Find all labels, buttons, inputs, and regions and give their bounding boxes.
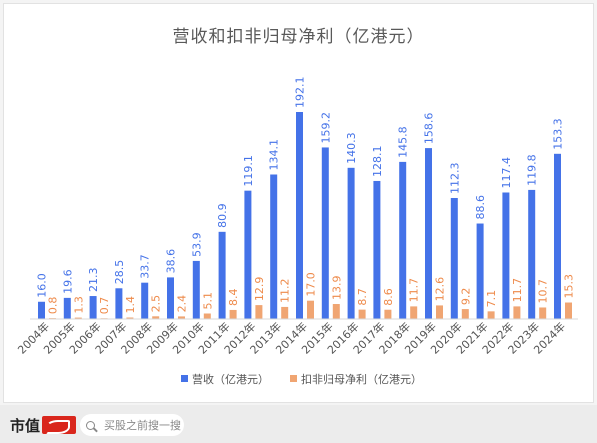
- bar-profit: [487, 311, 495, 319]
- labels-layer: 16.00.819.6 1.321.3 0.728.5 1.4 33.7 2.5 38.6 2…: [36, 77, 576, 315]
- data-label-revenue: 53.9: [190, 232, 203, 257]
- bar-profit: [436, 305, 443, 319]
- data-label-revenue: 192.1: [294, 77, 307, 109]
- bar-revenue: [63, 297, 71, 319]
- bar-revenue: [167, 277, 174, 319]
- bar-profit: [565, 302, 572, 319]
- data-label-revenue: 19.6: [61, 269, 74, 294]
- bar-profit: [332, 304, 340, 319]
- data-label-revenue: 33.7: [139, 254, 152, 279]
- brand-mark-icon: [42, 416, 77, 434]
- data-label-revenue: 158.6: [423, 113, 436, 145]
- data-label-profit: 8.6: [382, 288, 395, 306]
- data-label-revenue: 128.1: [371, 145, 384, 177]
- bar-revenue: [450, 197, 458, 319]
- data-label-revenue: 140.3: [345, 132, 358, 164]
- bar-profit: [307, 300, 314, 319]
- bar-profit: [152, 316, 160, 319]
- data-label-profit: 11.2: [279, 278, 292, 303]
- bar-profit: [539, 307, 547, 319]
- bar-revenue: [528, 189, 536, 319]
- bar-profit: [513, 306, 521, 319]
- legend-item-revenue-swatch: [181, 375, 188, 382]
- bar-revenue: [89, 296, 97, 319]
- data-label-revenue: 134.1: [268, 139, 281, 171]
- bar-revenue: [115, 288, 123, 319]
- bar-profit: [178, 316, 185, 319]
- legend-item-profit-label: 扣非归母净利（亿港元）: [301, 372, 422, 386]
- data-label-profit: 2.5: [150, 295, 163, 313]
- bar-profit: [461, 309, 469, 319]
- legend-item-profit-swatch: [290, 375, 297, 382]
- bar-revenue: [38, 301, 45, 319]
- bar-revenue: [218, 231, 226, 319]
- bar-revenue: [425, 148, 432, 319]
- data-label-profit: 7.1: [485, 290, 498, 307]
- bar-revenue: [321, 147, 329, 319]
- data-label-revenue: 16.0: [36, 273, 49, 298]
- bar-revenue: [270, 174, 278, 319]
- data-label-revenue: 159.2: [319, 112, 332, 144]
- data-label-profit: 12.9: [253, 277, 266, 302]
- bar-revenue: [554, 153, 561, 319]
- brand-name: 市值: [10, 416, 41, 435]
- data-label-profit: 12.6: [434, 277, 447, 302]
- bar-chart: 16.00.819.6 1.321.3 0.728.5 1.4 33.7 2.5 38.6 2…: [15, 77, 578, 386]
- chart-title: 营收和扣非归母净利（亿港元）: [172, 27, 425, 47]
- data-label-profit: 8.7: [356, 288, 369, 306]
- data-label-revenue: 21.3: [87, 268, 100, 293]
- data-label-profit: 5.1: [201, 292, 214, 310]
- data-label-profit: 15.3: [563, 274, 576, 299]
- data-label-profit: 0.8: [47, 297, 60, 315]
- data-label-profit: 1.4: [124, 296, 137, 314]
- data-label-profit: 11.7: [408, 278, 421, 303]
- bar-profit: [126, 317, 134, 319]
- data-label-profit: 11.7: [511, 278, 524, 303]
- bar-profit: [203, 313, 211, 319]
- bar-revenue: [141, 282, 149, 319]
- data-label-profit: 9.2: [459, 288, 472, 306]
- brand-logo[interactable]: 市值: [10, 415, 77, 435]
- bar-profit: [281, 306, 289, 319]
- bar-revenue: [476, 223, 484, 319]
- bar-profit: [255, 305, 263, 319]
- data-label-revenue: 38.6: [165, 249, 178, 274]
- data-label-profit: 1.3: [72, 296, 85, 314]
- data-label-revenue: 119.1: [242, 155, 255, 187]
- data-label-revenue: 88.6: [474, 195, 487, 220]
- data-label-revenue: 80.9: [216, 203, 229, 228]
- bar-revenue: [373, 180, 381, 319]
- data-label-profit: 10.7: [537, 279, 550, 304]
- data-label-revenue: 119.8: [526, 154, 539, 186]
- bar-profit: [229, 309, 237, 319]
- search-box[interactable]: 买股之前搜一搜: [80, 414, 184, 436]
- bar-profit: [410, 306, 418, 319]
- bar-profit: [358, 309, 366, 319]
- bar-profit: [74, 317, 82, 319]
- bar-profit: [384, 309, 392, 319]
- footer-bar: 市值 买股之前搜一搜: [0, 405, 597, 443]
- bars-layer: [38, 112, 572, 319]
- bar-revenue: [296, 112, 303, 319]
- data-label-profit: 8.4: [227, 288, 240, 306]
- bar-revenue: [502, 192, 510, 319]
- bar-revenue: [192, 260, 200, 319]
- data-label-profit: 17.0: [305, 272, 318, 297]
- data-label-profit: 2.4: [176, 295, 189, 313]
- legend: 营收（亿港元） 扣非归母净利（亿港元）: [181, 372, 422, 386]
- search-placeholder: 买股之前搜一搜: [104, 419, 181, 432]
- data-label-revenue: 153.3: [552, 118, 565, 150]
- data-label-revenue: 28.5: [113, 260, 126, 285]
- data-label-revenue: 145.8: [397, 126, 410, 158]
- data-label-revenue: 112.3: [448, 162, 461, 194]
- data-label-profit: 13.9: [330, 276, 343, 301]
- bar-revenue: [347, 167, 355, 319]
- data-label-revenue: 117.4: [500, 157, 513, 189]
- legend-item-revenue-label: 营收（亿港元）: [192, 372, 269, 386]
- x-tick-labels: 2004年2005年2006年2007年2008年2009年2010年2011年…: [15, 319, 568, 356]
- search-icon: [86, 420, 95, 430]
- bar-revenue: [399, 161, 407, 319]
- bar-revenue: [244, 190, 252, 319]
- data-label-profit: 0.7: [98, 297, 111, 315]
